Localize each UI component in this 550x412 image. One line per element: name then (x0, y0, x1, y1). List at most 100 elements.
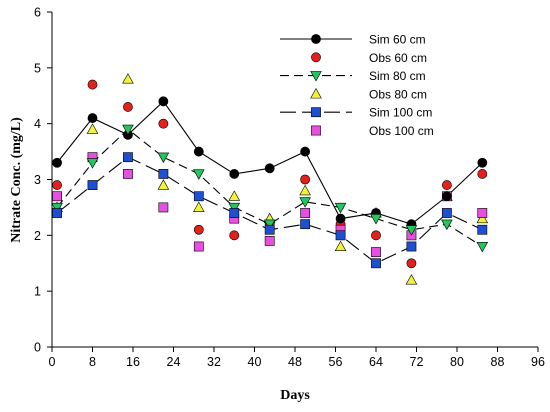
point-obs-100-cm (193, 241, 204, 252)
point-obs-60-cm (406, 258, 417, 269)
point-sim-60-cm (335, 213, 346, 224)
point-obs-80-cm (405, 274, 418, 285)
point-sim-80-cm (51, 202, 63, 214)
point-sim-80-cm (299, 197, 311, 208)
point-sim-100-cm (406, 241, 417, 252)
point-obs-80-cm (476, 212, 489, 224)
x-tick-label: 56 (329, 355, 343, 369)
legend-marker-sim-100-cm (311, 107, 321, 118)
point-obs-60-cm (229, 230, 240, 241)
point-sim-80-cm (476, 241, 489, 253)
point-obs-80-cm (228, 190, 241, 201)
point-obs-60-cm (193, 224, 204, 235)
point-sim-60-cm (441, 191, 452, 202)
point-obs-100-cm (264, 236, 275, 246)
point-sim-100-cm (87, 180, 98, 190)
point-sim-80-cm (370, 214, 382, 225)
x-tick-label: 24 (167, 355, 181, 369)
x-tick-label: 80 (450, 355, 464, 369)
point-obs-60-cm (52, 180, 62, 190)
point-sim-60-cm (477, 157, 488, 168)
x-tick-label: 64 (369, 355, 383, 369)
point-obs-60-cm (158, 118, 169, 129)
point-obs-80-cm (122, 73, 134, 84)
point-obs-60-cm (477, 169, 488, 179)
point-obs-60-cm (441, 180, 452, 190)
point-obs-100-cm (123, 169, 133, 179)
point-obs-100-cm (300, 208, 311, 218)
x-tick-label: 8 (89, 355, 96, 369)
point-sim-100-cm (371, 258, 381, 269)
legend-marker-sim-60-cm (311, 34, 321, 44)
point-sim-60-cm (229, 169, 240, 179)
point-sim-80-cm (122, 124, 134, 136)
legend-label-obs-60-cm: Obs 60 cm (369, 51, 427, 65)
y-ticks: 0 1 2 3 4 5 6 (34, 6, 52, 355)
y-axis-title: Nitrate Conc. (mg/L) (9, 117, 24, 243)
point-sim-60-cm (87, 113, 98, 123)
legend: Sim 60 cm Obs 60 cm Sim 80 cm Obs 80 cm Sim … (280, 33, 434, 138)
point-obs-60-cm (123, 102, 133, 112)
point-obs-100-cm (371, 247, 381, 257)
legend-label-sim-60-cm: Sim 60 cm (369, 33, 426, 47)
legend-label-sim-100-cm: Sim 100 cm (369, 106, 432, 120)
point-obs-80-cm (157, 179, 170, 190)
point-sim-80-cm (228, 202, 241, 214)
legend-marker-sim-80-cm (310, 71, 322, 82)
point-obs-60-cm (371, 230, 381, 241)
point-sim-80-cm (441, 219, 453, 231)
point-obs-60-cm (300, 174, 311, 185)
point-obs-80-cm (299, 184, 311, 196)
point-obs-60-cm (87, 79, 98, 90)
x-ticks: 0 8 16 24 32 40 48 56 64 72 80 88 96 (49, 347, 545, 369)
point-sim-80-cm (405, 225, 418, 236)
x-tick-label: 32 (207, 355, 221, 369)
point-obs-80-cm (334, 240, 347, 252)
x-tick-label: 16 (126, 355, 140, 369)
point-sim-60-cm (52, 157, 62, 168)
point-sim-60-cm (193, 146, 204, 157)
x-tick-label: 88 (491, 355, 505, 369)
legend-marker-obs-80-cm (310, 87, 322, 99)
legend-label-obs-100-cm: Obs 100 cm (369, 124, 434, 138)
point-sim-100-cm (52, 208, 62, 218)
legend-label-obs-80-cm: Obs 80 cm (369, 87, 427, 101)
point-obs-80-cm (193, 201, 205, 212)
point-sim-100-cm (477, 224, 488, 235)
point-sim-100-cm (441, 208, 452, 218)
point-sim-100-cm (300, 219, 311, 230)
y-tick-label: 0 (34, 341, 41, 355)
x-tick-label: 0 (49, 355, 56, 369)
x-tick-label: 72 (410, 355, 424, 369)
point-sim-60-cm (264, 163, 275, 174)
x-tick-label: 40 (248, 355, 262, 369)
point-sim-80-cm (263, 219, 276, 231)
legend-label-sim-80-cm: Sim 80 cm (369, 69, 426, 83)
point-sim-100-cm (264, 224, 275, 235)
point-sim-80-cm (157, 152, 170, 164)
point-obs-100-cm (158, 202, 169, 213)
legend-marker-obs-60-cm (311, 52, 321, 63)
y-tick-label: 1 (34, 285, 41, 299)
point-sim-100-cm (193, 191, 204, 202)
x-tick-label: 96 (531, 355, 545, 369)
point-sim-100-cm (335, 230, 346, 241)
x-tick-label: 48 (288, 355, 302, 369)
point-obs-100-cm (52, 191, 62, 202)
y-tick-label: 2 (34, 229, 41, 243)
y-tick-label: 6 (34, 6, 41, 20)
series-markers (51, 73, 489, 285)
x-axis-title: Days (280, 388, 310, 403)
y-tick-label: 4 (34, 117, 41, 131)
point-sim-80-cm (193, 169, 205, 180)
point-sim-100-cm (158, 169, 169, 179)
point-sim-100-cm (229, 208, 240, 218)
point-obs-100-cm (477, 208, 488, 218)
legend-marker-obs-100-cm (311, 125, 321, 136)
y-tick-label: 3 (34, 173, 41, 187)
y-tick-label: 5 (34, 61, 41, 75)
point-sim-60-cm (158, 96, 169, 107)
point-sim-80-cm (334, 202, 347, 214)
point-obs-80-cm (86, 123, 99, 134)
